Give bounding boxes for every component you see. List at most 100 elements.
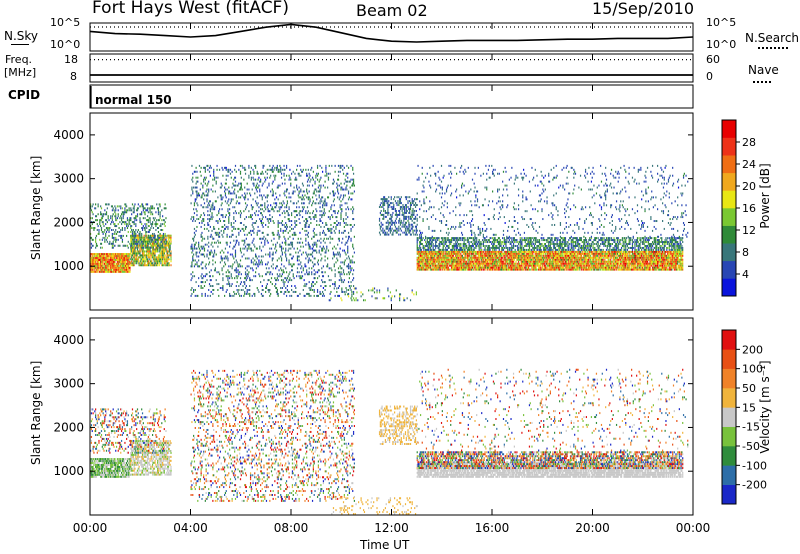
range-cell [287, 275, 289, 278]
range-cell [306, 269, 308, 272]
range-cell [316, 178, 319, 181]
range-cell [196, 214, 198, 217]
range-cell [348, 235, 350, 238]
range-cell [342, 194, 345, 197]
range-cell [466, 250, 469, 253]
range-cell [100, 246, 102, 249]
range-cell [213, 176, 216, 179]
range-cell [285, 271, 288, 274]
range-cell [103, 230, 105, 233]
range-cell [306, 283, 308, 286]
range-cell [281, 204, 283, 207]
range-cell [214, 261, 216, 264]
range-cell [343, 166, 345, 169]
range-cell [458, 252, 460, 255]
range-cell [307, 231, 309, 234]
range-cell [198, 255, 200, 258]
range-cell [350, 227, 352, 230]
range-cell [233, 178, 235, 181]
range-cell [90, 227, 93, 230]
range-cell [275, 196, 278, 199]
range-cell [131, 209, 133, 212]
range-cell [95, 238, 97, 241]
range-cell [340, 277, 342, 280]
range-cell [347, 249, 349, 252]
range-cell [301, 170, 304, 173]
range-cell [309, 180, 311, 183]
range-cell [234, 245, 236, 248]
range-cell [329, 172, 331, 175]
range-cell [303, 190, 305, 193]
range-cell [213, 225, 215, 228]
range-cell [319, 190, 321, 193]
range-cell [414, 209, 416, 212]
range-cell [136, 248, 139, 251]
range-cell [278, 233, 280, 236]
range-cell [313, 227, 315, 230]
range-cell [91, 217, 93, 220]
range-cell [150, 258, 152, 261]
range-cell [350, 239, 352, 242]
range-cell [322, 245, 325, 248]
range-cell [125, 203, 127, 206]
range-cell [399, 208, 402, 210]
range-cell [206, 255, 208, 258]
range-cell [291, 243, 294, 246]
range-cell [203, 253, 205, 256]
range-cell [283, 210, 285, 213]
range-cell [117, 238, 119, 241]
range-cell [402, 221, 404, 224]
range-cell [285, 287, 287, 289]
range-cell [291, 212, 293, 215]
range-cell [198, 285, 200, 288]
range-cell [114, 244, 116, 247]
range-cell [315, 174, 317, 177]
range-cell [275, 279, 278, 282]
range-cell [347, 176, 349, 179]
range-cell [157, 250, 159, 253]
range-cell [245, 285, 247, 288]
range-cell [394, 200, 397, 203]
range-cell [293, 263, 295, 266]
range-cell [312, 170, 314, 173]
range-cell [263, 164, 265, 167]
range-cell [203, 218, 205, 221]
range-cell [132, 229, 134, 231]
range-cell [159, 213, 161, 216]
range-cell [256, 257, 258, 260]
range-cell [340, 271, 342, 274]
range-cell [334, 164, 336, 167]
range-cell [191, 178, 193, 181]
range-cell [299, 249, 301, 252]
range-cell [141, 234, 143, 237]
range-cell [90, 246, 93, 249]
range-cell [296, 184, 298, 187]
range-cell [275, 245, 277, 248]
range-cell [166, 236, 168, 239]
range-cell [157, 211, 160, 214]
range-cell [117, 264, 119, 267]
range-cell [209, 235, 211, 238]
range-cell [235, 212, 237, 215]
range-cell [201, 222, 203, 224]
range-cell [201, 194, 203, 197]
range-cell [330, 229, 332, 232]
range-cell [138, 262, 140, 265]
range-cell [157, 207, 160, 210]
range-cell [134, 219, 136, 222]
range-cell [273, 210, 275, 213]
range-cell [141, 223, 143, 226]
range-cell [198, 251, 201, 254]
range-cell [394, 196, 396, 199]
range-cell [115, 217, 117, 220]
range-cell [147, 242, 149, 245]
range-cell [253, 231, 255, 234]
range-cell [325, 168, 327, 171]
range-cell [254, 222, 257, 224]
range-cell [252, 225, 254, 228]
range-cell [333, 245, 335, 248]
range-cell [257, 265, 259, 268]
range-cell [283, 164, 285, 167]
range-cell [307, 259, 309, 262]
range-cell [208, 245, 210, 248]
